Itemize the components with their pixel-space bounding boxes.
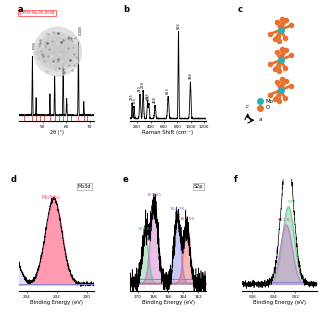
Text: 125: 125 [130, 94, 134, 100]
X-axis label: Binding Energy (eV): Binding Energy (eV) [253, 300, 306, 305]
Text: 155: 155 [132, 97, 136, 104]
Text: c: c [238, 5, 243, 14]
Text: 663: 663 [166, 88, 170, 94]
Text: c: c [246, 105, 249, 109]
Text: 167.85: 167.85 [147, 193, 162, 197]
Text: 169.02: 169.02 [138, 227, 153, 231]
Text: O: O [266, 105, 270, 110]
Text: e: e [123, 175, 129, 184]
Text: a: a [259, 117, 262, 122]
X-axis label: Binding Energy (eV): Binding Energy (eV) [141, 300, 195, 305]
Text: (062): (062) [63, 48, 67, 56]
Text: 163.50: 163.50 [179, 217, 195, 221]
Text: 994: 994 [188, 73, 192, 79]
Text: 532.: 532. [287, 200, 297, 204]
Text: b: b [123, 5, 129, 14]
Text: JCPDS No.05-0508: JCPDS No.05-0508 [19, 11, 55, 15]
Text: Mo3d: Mo3d [78, 184, 91, 189]
Text: 816: 816 [176, 22, 180, 29]
Text: f: f [234, 175, 238, 184]
Text: Mo: Mo [266, 99, 274, 104]
Text: d: d [10, 175, 16, 184]
Text: 532.8: 532.8 [278, 218, 290, 222]
Text: 289: 289 [141, 81, 145, 88]
Text: 468: 468 [153, 96, 157, 103]
Text: a: a [18, 5, 23, 14]
X-axis label: Raman Shift (cm⁻¹): Raman Shift (cm⁻¹) [142, 130, 194, 135]
Text: S2p: S2p [194, 184, 203, 189]
Text: 243: 243 [138, 85, 142, 92]
X-axis label: Binding Energy (eV): Binding Energy (eV) [30, 300, 83, 305]
Text: 164.78: 164.78 [170, 207, 185, 211]
Text: 355: 355 [146, 92, 149, 99]
X-axis label: 2θ (°): 2θ (°) [50, 130, 64, 135]
Text: (810): (810) [55, 62, 59, 70]
Text: Mo3d$_{5/2}$: Mo3d$_{5/2}$ [41, 194, 61, 203]
Text: (0100): (0100) [78, 25, 82, 35]
Text: (100): (100) [32, 41, 36, 49]
Text: 375: 375 [147, 94, 151, 101]
